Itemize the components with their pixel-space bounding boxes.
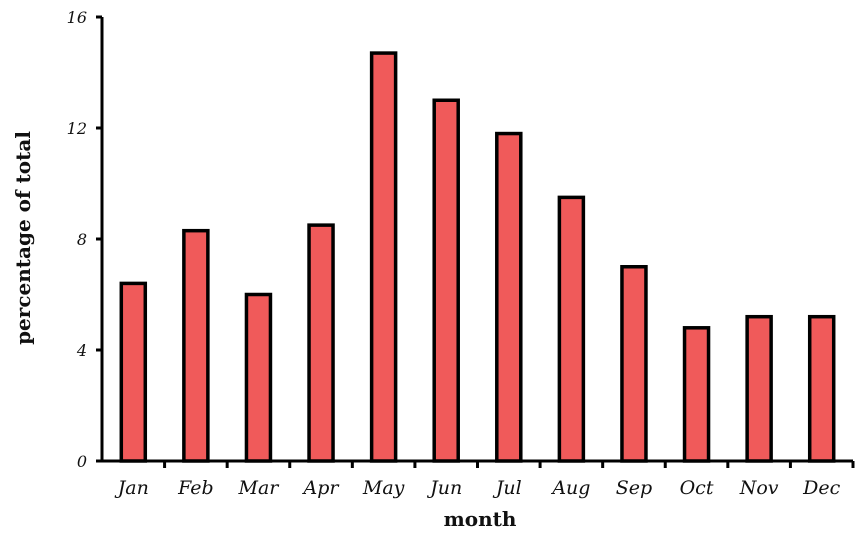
- bar-apr: [307, 223, 335, 463]
- x-tick-label-nov: Nov: [739, 477, 779, 499]
- x-tick-label-jun: Jun: [426, 477, 462, 499]
- bar-aug: [557, 195, 586, 463]
- bar-may: [369, 51, 398, 463]
- bars-group: [119, 51, 836, 463]
- bar-jan: [119, 281, 148, 463]
- bar-jul: [495, 131, 523, 463]
- x-tick-label-apr: Apr: [302, 477, 341, 499]
- bar-nov: [745, 314, 773, 463]
- bar-mar: [244, 292, 273, 463]
- x-tick-label-jan: Jan: [114, 477, 149, 499]
- x-tick-label-aug: Aug: [550, 477, 590, 499]
- x-tick-label-jul: Jul: [492, 477, 522, 499]
- bar-feb: [182, 228, 210, 463]
- x-axis-title: month: [444, 507, 517, 531]
- x-tick-label-mar: Mar: [238, 477, 281, 499]
- y-tick-label-12: 12: [67, 119, 87, 138]
- y-ticks-group: 0 4 8 12 16: [67, 8, 102, 471]
- x-tick-label-dec: Dec: [802, 477, 840, 499]
- x-tick-label-may: May: [362, 477, 405, 499]
- bar-sep: [620, 265, 648, 463]
- x-tick-label-sep: Sep: [616, 477, 652, 499]
- y-tick-label-8: 8: [77, 230, 87, 249]
- y-tick-label-16: 16: [67, 8, 87, 27]
- y-tick-label-4: 4: [76, 341, 87, 360]
- bar-dec: [807, 314, 836, 463]
- bar-jun: [432, 98, 460, 463]
- x-ticks-group: Jan Feb Mar Apr May Jun Jul Aug Sep Oct Nov Dec: [114, 461, 855, 499]
- y-tick-label-0: 0: [77, 452, 87, 471]
- x-tick-label-oct: Oct: [680, 477, 714, 499]
- bar-oct: [682, 326, 711, 463]
- x-tick-label-feb: Feb: [177, 477, 214, 499]
- y-axis-title: percentage of total: [11, 131, 35, 345]
